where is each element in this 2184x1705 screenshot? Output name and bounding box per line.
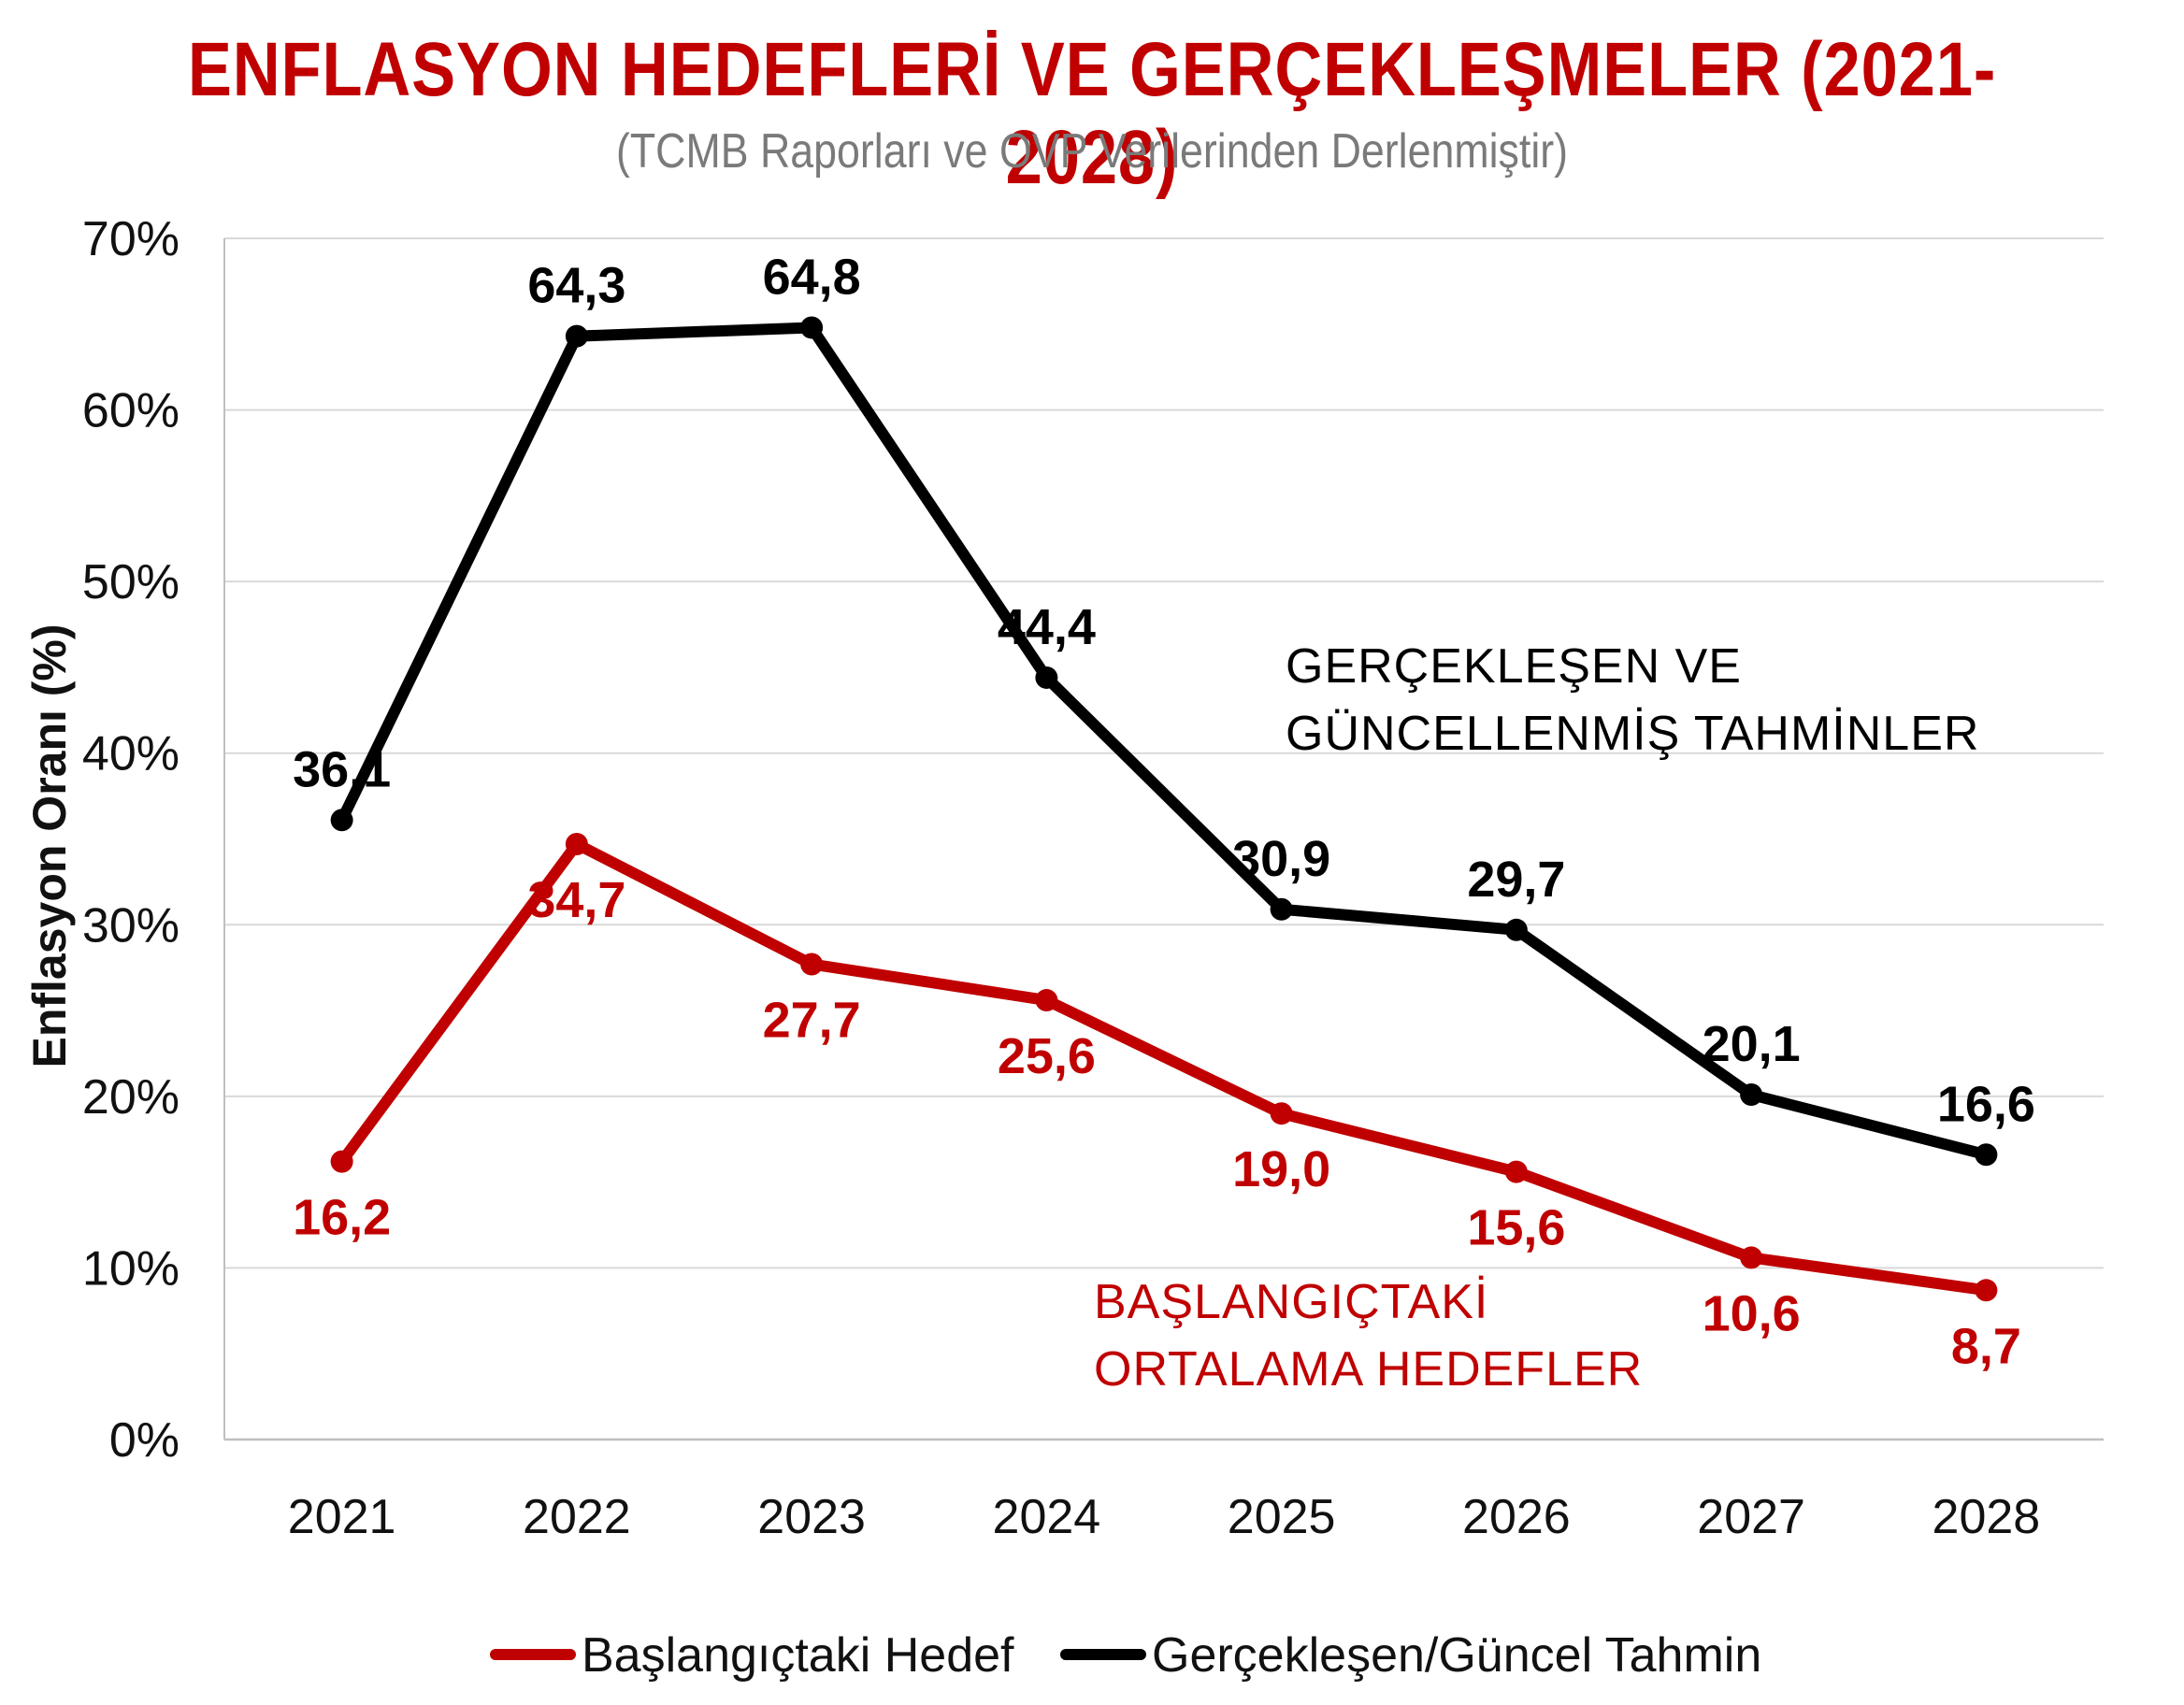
x-tick-label: 2028 bbox=[1933, 1490, 2041, 1544]
data-point bbox=[1270, 1102, 1293, 1125]
data-label: 19,0 bbox=[1232, 1141, 1330, 1197]
annotations: GERÇEKLEŞEN VE GÜNCELLENMİŞ TAHMİNLER BAŞL… bbox=[1094, 639, 1979, 1397]
data-point bbox=[1035, 666, 1058, 689]
y-tick-label: 50% bbox=[82, 555, 180, 609]
data-point bbox=[1504, 918, 1528, 941]
data-label: 16,2 bbox=[293, 1190, 391, 1246]
data-point bbox=[800, 953, 824, 976]
chart-title: ENFLASYON HEDEFLERİ VE GERÇEKLEŞMELER (2… bbox=[187, 27, 1997, 200]
x-tick-label: 2025 bbox=[1228, 1490, 1336, 1544]
y-tick-label: 0% bbox=[109, 1413, 180, 1468]
data-label: 64,3 bbox=[527, 258, 625, 314]
data-label: 34,7 bbox=[527, 872, 625, 928]
series-line bbox=[336, 322, 1992, 1161]
data-point bbox=[1270, 897, 1293, 921]
annotation-text: GERÇEKLEŞEN VE bbox=[1286, 639, 1742, 694]
y-tick-label: 40% bbox=[82, 727, 180, 781]
y-tick-label: 60% bbox=[82, 384, 180, 438]
annotation-text: BAŞLANGIÇTAKİ bbox=[1094, 1275, 1488, 1329]
x-tick-label: 2021 bbox=[288, 1490, 396, 1544]
data-label: 25,6 bbox=[998, 1028, 1096, 1084]
annotation-text: ORTALAMA HEDEFLER bbox=[1094, 1342, 1643, 1397]
chart-subtitle: (TCMB Raporları ve OVP Verilerinden Derl… bbox=[615, 124, 1569, 179]
data-label: 64,8 bbox=[763, 249, 861, 305]
annotation-text: GÜNCELLENMİŞ TAHMİNLER bbox=[1286, 707, 1979, 761]
series-line bbox=[336, 838, 1992, 1297]
series-lines bbox=[330, 316, 1998, 1302]
y-axis-title: Enflasyon Oranı (%) bbox=[23, 623, 76, 1067]
data-label: 44,4 bbox=[998, 599, 1096, 655]
x-tick-label: 2022 bbox=[523, 1490, 631, 1544]
x-tick-label: 2024 bbox=[993, 1490, 1101, 1544]
axes: 0% 10% 20% 30% 40% 50% 60% 70% 2021 2022 2023 2024 2… bbox=[82, 212, 2104, 1544]
data-point bbox=[1975, 1279, 1998, 1302]
legend-label: Gerçekleşen/Güncel Tahmin bbox=[1152, 1628, 1761, 1683]
y-tick-label: 10% bbox=[82, 1241, 180, 1296]
legend-label: Başlangıçtaki Hedef bbox=[582, 1628, 1014, 1683]
data-point bbox=[1975, 1143, 1998, 1167]
data-point bbox=[330, 809, 353, 832]
data-label: 16,6 bbox=[1937, 1076, 2035, 1132]
data-point bbox=[1740, 1246, 1763, 1269]
data-point bbox=[800, 316, 824, 339]
data-point bbox=[1504, 1160, 1528, 1183]
data-label: 30,9 bbox=[1232, 831, 1330, 887]
data-point bbox=[565, 833, 588, 856]
data-label: 36,1 bbox=[293, 741, 391, 797]
data-label: 15,6 bbox=[1467, 1200, 1565, 1256]
data-label: 29,7 bbox=[1467, 852, 1565, 908]
x-tick-label: 2023 bbox=[757, 1490, 866, 1544]
x-tick-label: 2026 bbox=[1462, 1490, 1571, 1544]
y-tick-label: 70% bbox=[82, 212, 180, 266]
data-label: 27,7 bbox=[763, 993, 861, 1049]
data-label: 10,6 bbox=[1703, 1285, 1801, 1341]
data-label: 20,1 bbox=[1703, 1016, 1801, 1072]
data-label: 8,7 bbox=[1951, 1318, 2021, 1374]
x-tick-label: 2027 bbox=[1697, 1490, 1805, 1544]
legend: Başlangıçtaki Hedef Gerçekleşen/Güncel Ta… bbox=[490, 1628, 1761, 1683]
data-point bbox=[1035, 989, 1058, 1012]
data-point bbox=[565, 324, 588, 348]
y-tick-label: 20% bbox=[82, 1070, 180, 1125]
y-tick-label: 30% bbox=[82, 898, 180, 953]
data-labels: 16,2 34,7 27,7 25,6 19,0 15,6 10,6 8,7 36,1 64,3 6… bbox=[293, 249, 2035, 1374]
data-point bbox=[330, 1150, 353, 1173]
data-point bbox=[1740, 1083, 1763, 1107]
